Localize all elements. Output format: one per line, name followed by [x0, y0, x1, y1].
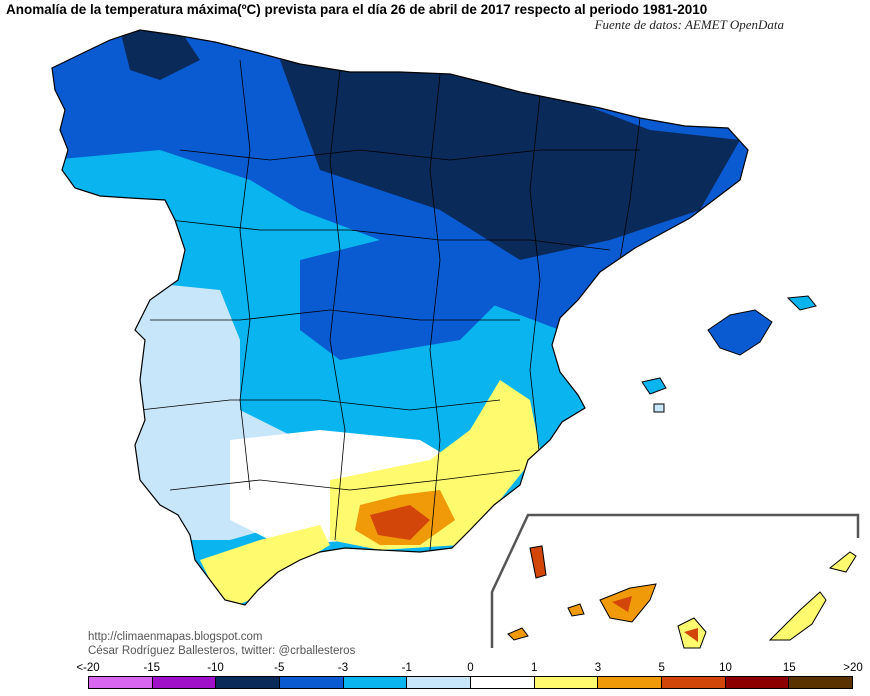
- legend-swatch: [471, 677, 535, 688]
- legend-tick-label: 1: [531, 662, 538, 674]
- balearic-islands: [641, 295, 817, 413]
- band-navy-galicia: [120, 30, 200, 80]
- band-yellow-southwest: [200, 525, 330, 605]
- legend-swatch: [152, 677, 217, 688]
- legend-swatch: [662, 677, 726, 688]
- legend-tick-label: <-20: [76, 662, 100, 674]
- band-navy-north: [280, 60, 740, 260]
- canary-inset: [490, 513, 860, 649]
- legend-tick-label: 0: [467, 662, 474, 674]
- legend-tick-label: -1: [401, 662, 412, 674]
- credit-url: http://climaenmapas.blogspot.com: [88, 631, 263, 643]
- legend-swatch: [343, 677, 408, 688]
- legend-tick-label: -5: [274, 662, 285, 674]
- legend-swatch: [725, 677, 790, 688]
- legend-tick-label: 15: [782, 662, 796, 674]
- legend-tick-label: 5: [658, 662, 665, 674]
- legend-swatch: [789, 677, 853, 688]
- map-title: Anomalía de la temperatura máxima(ºC) pr…: [6, 2, 708, 17]
- legend-tick-label: -10: [207, 662, 224, 674]
- legend-tick-label: -3: [337, 662, 349, 674]
- legend-colorbar: [88, 676, 853, 689]
- credit-author: César Rodríguez Ballesteros, twitter: @c…: [88, 645, 356, 657]
- legend-swatch: [89, 677, 153, 688]
- data-source: Fuente de datos: AEMET OpenData: [594, 17, 784, 32]
- legend-swatch: [216, 677, 281, 688]
- peninsula: [51, 29, 749, 606]
- legend-tick-label: 10: [719, 662, 732, 674]
- legend-tick-label: -15: [143, 662, 161, 674]
- legend-tick-label: 3: [594, 662, 602, 674]
- legend-tick-label: >20: [843, 662, 863, 674]
- legend-swatch: [534, 677, 599, 688]
- band-red-sierra: [370, 505, 430, 540]
- legend-swatch: [598, 677, 663, 688]
- band-blue-center: [300, 240, 500, 360]
- legend-swatch: [280, 677, 344, 688]
- legend-swatch: [407, 677, 472, 688]
